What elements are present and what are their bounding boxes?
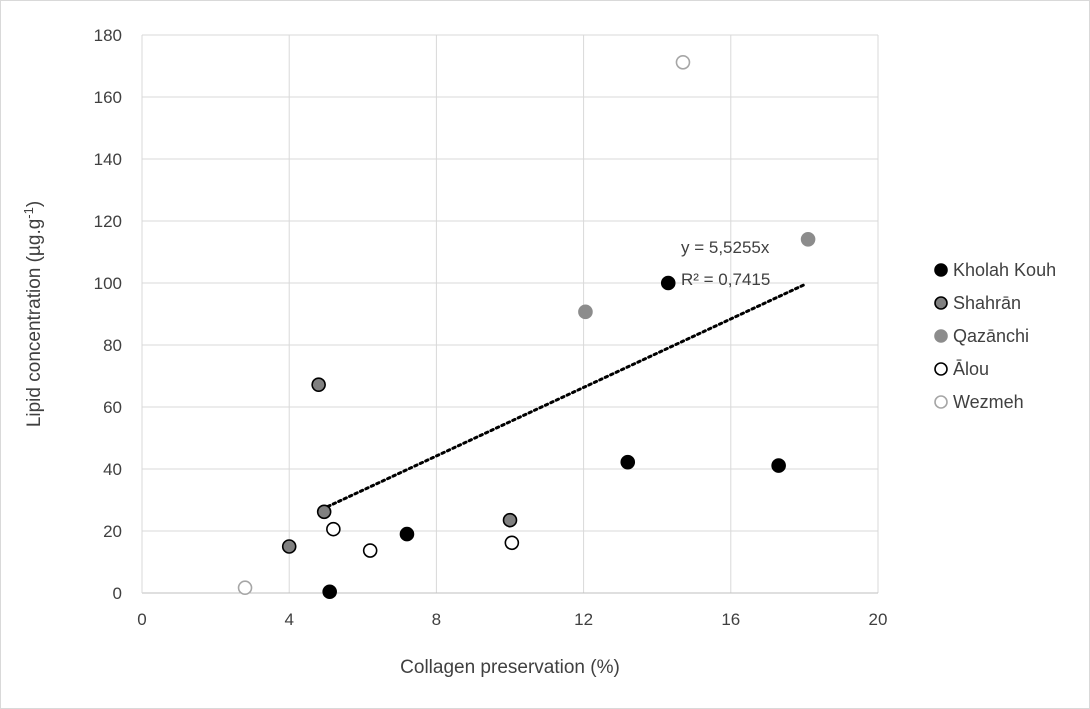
data-points bbox=[237, 54, 816, 600]
y-axis-title-close: ) bbox=[24, 201, 45, 207]
x-tick-label: 0 bbox=[137, 610, 146, 629]
y-axis-ticks: 0 20 40 60 80 100 120 140 160 180 bbox=[94, 26, 122, 603]
series-kholah-kouh bbox=[322, 275, 786, 600]
y-tick-label: 180 bbox=[94, 26, 122, 45]
trendline-equation: y = 5,5255x bbox=[681, 238, 770, 257]
data-point bbox=[322, 584, 337, 600]
legend: Kholah Kouh Shahrān Qazānchi Ālou Wezmeh bbox=[934, 260, 1056, 412]
trendline-group bbox=[320, 282, 808, 511]
data-point bbox=[675, 54, 691, 70]
y-tick-label: 80 bbox=[103, 336, 122, 355]
data-point bbox=[504, 535, 520, 551]
y-tick-label: 120 bbox=[94, 212, 122, 231]
x-tick-label: 8 bbox=[432, 610, 441, 629]
y-axis-title: Lipid concentration (µg.g-1) bbox=[21, 201, 45, 427]
data-point bbox=[620, 454, 636, 470]
x-axis-ticks: 0 4 8 12 16 20 bbox=[137, 610, 887, 629]
y-tick-label: 100 bbox=[94, 274, 122, 293]
series-qaz-nchi bbox=[578, 231, 816, 320]
legend-label: Qazānchi bbox=[953, 326, 1029, 346]
legend-label: Ālou bbox=[953, 359, 989, 379]
legend-marker bbox=[934, 263, 948, 277]
trendline-r-squared: R² = 0,7415 bbox=[681, 270, 770, 289]
y-tick-label: 0 bbox=[113, 584, 122, 603]
legend-label: Shahrān bbox=[953, 293, 1021, 313]
data-point bbox=[771, 458, 786, 473]
y-axis-title-superscript: -1 bbox=[21, 207, 36, 219]
x-axis-title: Collagen preservation (%) bbox=[400, 657, 620, 678]
data-point bbox=[362, 543, 378, 558]
data-point bbox=[578, 304, 593, 320]
series--lou bbox=[326, 521, 520, 558]
x-tick-label: 16 bbox=[721, 610, 740, 629]
data-point bbox=[660, 275, 676, 291]
y-tick-label: 20 bbox=[103, 522, 122, 541]
trendline bbox=[320, 282, 808, 511]
data-point bbox=[326, 521, 341, 537]
legend-label: Kholah Kouh bbox=[953, 260, 1056, 280]
legend-item: Qazānchi bbox=[934, 326, 1029, 346]
y-axis-title-main: Lipid concentration (µg.g bbox=[24, 219, 45, 427]
data-point bbox=[237, 580, 253, 596]
y-tick-label: 160 bbox=[94, 88, 122, 107]
legend-item: Kholah Kouh bbox=[934, 260, 1056, 280]
y-tick-label: 140 bbox=[94, 150, 122, 169]
data-point bbox=[399, 526, 415, 542]
data-point bbox=[281, 539, 297, 554]
legend-marker bbox=[934, 296, 948, 310]
series-shahr-n bbox=[281, 377, 518, 554]
legend-marker bbox=[934, 329, 948, 343]
data-point bbox=[502, 512, 518, 528]
legend-marker bbox=[934, 395, 948, 409]
data-point bbox=[316, 504, 332, 520]
legend-item: Ālou bbox=[934, 359, 989, 379]
data-point bbox=[800, 231, 816, 247]
legend-item: Shahrān bbox=[934, 293, 1021, 313]
y-tick-label: 40 bbox=[103, 460, 122, 479]
series-wezmeh bbox=[237, 54, 691, 596]
legend-item: Wezmeh bbox=[934, 392, 1024, 412]
data-point bbox=[311, 377, 326, 392]
x-tick-label: 4 bbox=[284, 610, 293, 629]
x-tick-label: 20 bbox=[869, 610, 888, 629]
gridlines bbox=[141, 34, 879, 594]
y-tick-label: 60 bbox=[103, 398, 122, 417]
x-tick-label: 12 bbox=[574, 610, 593, 629]
legend-label: Wezmeh bbox=[953, 392, 1024, 412]
legend-marker bbox=[934, 362, 948, 376]
